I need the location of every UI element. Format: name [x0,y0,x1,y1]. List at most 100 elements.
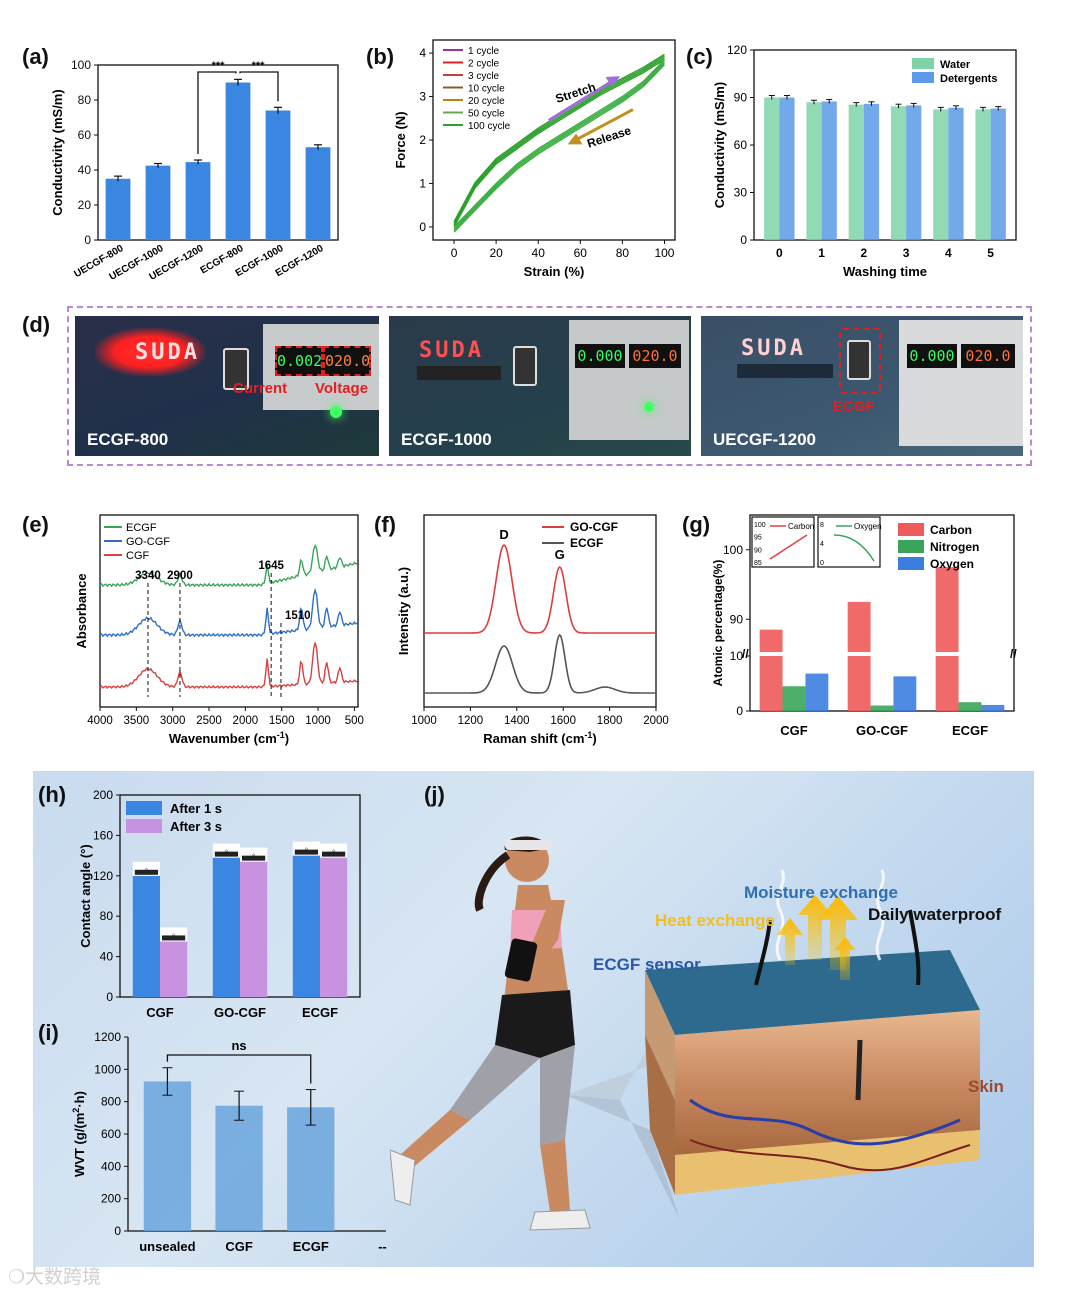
y-axis-label: Conductivity (mS/m) [712,82,727,208]
release-curve [453,64,665,233]
release-curve [453,62,665,231]
legend-label: Oxygen [930,557,974,571]
x-tick-label: GO-CGF [856,723,908,738]
bar [287,1107,335,1231]
callout-current: Current [233,380,288,397]
bar [847,601,871,711]
significance-bracket [197,71,237,155]
panel-label-i: (i) [38,1020,59,1045]
y-tick-label: 30 [734,186,748,200]
panel-label-j: (j) [424,782,445,807]
spectrum-cgf [99,642,358,690]
legend-label: 100 cycle [468,121,511,132]
bar [821,101,837,240]
x-tick-label: CGF [225,1239,253,1254]
legend-label: Water [940,59,971,71]
x-tick-label: 2 [861,246,868,260]
peak-label-g: G [555,547,565,562]
x-tick-label: CGF [146,1005,174,1020]
peak-label: 1645 [258,560,284,572]
x-tick-label: 3 [903,246,910,260]
x-tick-label: 5 [987,246,994,260]
significance-label: *** [252,60,266,72]
current-readout: 0.002 [275,346,323,376]
y-tick-label: 600 [101,1127,121,1141]
annotation-release: Release [585,123,633,150]
y-tick-label: 0 [419,220,426,234]
sign-text: SUDA [741,336,806,361]
y-axis-label: Absorbance [74,573,89,648]
legend-swatch [126,801,162,815]
x-tick-label: 1600 [550,715,576,727]
legend-label: Detergents [940,73,997,85]
y-tick-label: 200 [101,1192,121,1206]
callout-ecgf: ECGF [833,398,875,415]
spectrum-ecgf [424,633,656,694]
inset-tick-label: 90 [754,547,762,554]
y-tick-label: 80 [78,93,92,107]
droplet-base [322,851,346,857]
x-tick-label: 3500 [124,715,150,727]
x-tick-label: 1800 [597,715,623,727]
photo-caption: ECGF-800 [87,430,169,449]
stretch-arrowhead [605,76,621,87]
bar [933,109,949,240]
plot-frame [99,514,359,708]
y-tick-label: 1 [419,176,426,190]
y-tick-label: 160 [93,828,113,842]
legend-swatch [898,523,924,536]
y-tick-label: 4 [419,46,426,60]
photo-uecgf-1200: SUDA ECGF 0.000 020.0 UECGF-1200 [701,316,1023,456]
inset-legend-label: Carbon [788,522,814,531]
droplet-base [134,869,158,875]
peak-label-d: D [499,527,508,542]
bar [132,875,160,997]
legend-label: ECGF [570,536,603,550]
x-axis-label: Raman shift (cm-1) [483,730,597,746]
y-tick-label: 100 [71,58,91,72]
spectrum-ecgf [99,544,358,588]
axis-break-left: // [742,647,749,661]
inset-legend-label: Oxygen [854,522,882,531]
legend-swatch [912,58,934,69]
panel-label-d: (d) [22,312,51,337]
y-tick-label: 120 [727,43,747,57]
chart-c-washing: 0 30 60 90 120 Conductivity (mS/m) 0 1 2 3 4 5 Washi… [712,43,1017,279]
y-tick-label: 0 [114,1224,121,1238]
x-tick-label: 100 [654,246,674,260]
y-tick-label: 90 [730,612,744,626]
chart-i-wvt: 0 200 400 600 800 1000 1200 WVT (g/(m2·h) unseal… [71,1030,387,1254]
inset-tick-label: 0 [820,560,824,567]
bar [320,857,348,997]
legend-label: 10 cycle [468,84,505,95]
panel-label-a: (a) [22,44,49,69]
droplet-base [294,849,318,855]
inset-tick-label: 8 [820,522,824,529]
stretch-curve [453,55,665,224]
callout-voltage: Voltage [315,380,369,397]
bar [870,705,894,711]
label-waterproof: Daily waterproof [868,905,1002,924]
y-tick-label: 40 [78,163,92,177]
legend-swatch [912,72,934,83]
bar [145,165,171,240]
runner-figure [390,836,591,1231]
x-tick-label: 2500 [196,715,222,727]
x-tick-label: GO-CGF [214,1005,266,1020]
peak-label: 2900 [167,570,193,582]
legend-label: CGF [126,550,150,562]
release-arrow [573,108,634,143]
y-tick-label: 40 [100,950,114,964]
y-tick-label: 60 [78,128,92,142]
y-tick-label: 1200 [94,1030,121,1044]
legend-label: Carbon [930,523,972,537]
inset-tick-label: 100 [754,522,766,529]
y-tick-label: 60 [734,138,748,152]
legend-swatch [126,819,162,833]
bar [265,110,291,240]
legend-label: GO-CGF [126,536,170,548]
droplet: ◦ [145,864,148,874]
bar [981,704,1005,711]
y-axis-label: Intensity (a.u.) [396,567,411,655]
chart-g-atomic: 0 10 90 100 Atomic percentage(%) CGF GO-CGF ECG… [711,514,1017,738]
